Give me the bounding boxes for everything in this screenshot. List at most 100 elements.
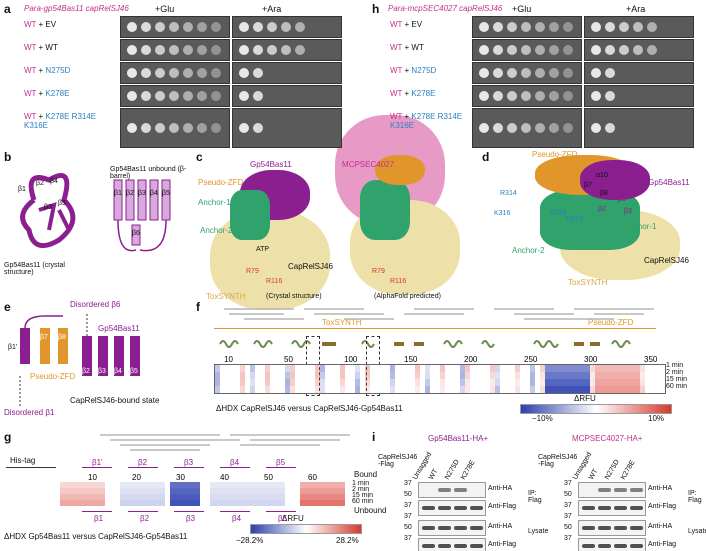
g-heat-cell: [285, 488, 290, 494]
f-heat-cell: [220, 372, 225, 379]
panel_h-colony-spot: [479, 45, 489, 55]
panel_h-wt: WT: [390, 43, 403, 52]
g-heat-cell: [60, 488, 65, 494]
g-heat-cell: [310, 488, 315, 494]
i-antibody-label: Anti-HA: [648, 523, 673, 530]
panel-a-title: Para-gp54Bas11 capRelSJ46: [24, 4, 129, 13]
panel_h-wt: WT: [390, 112, 403, 121]
g-heat-cell: [320, 500, 325, 506]
f-heat-cell: [585, 372, 590, 379]
g-heat-cell: [70, 500, 75, 506]
g-heat-cell: [195, 488, 200, 494]
f-heat-cell: [610, 372, 615, 379]
i-row-label-right: CapRelSJ46 -Flag: [538, 454, 578, 468]
g-heat-cell: [90, 500, 95, 506]
f-heat-cell: [535, 386, 540, 393]
g-heat-cell: [265, 494, 270, 500]
f-heat-cell: [350, 379, 355, 386]
g-heat-cell: [280, 482, 285, 488]
f-heat-cell: [410, 386, 415, 393]
g-heat-cell: [215, 482, 220, 488]
f-heat-cell: [400, 386, 405, 393]
panel_h-colony-spot: [507, 45, 517, 55]
panel_a-colony-spot: [155, 22, 165, 32]
b-strand-4: β4: [50, 178, 58, 185]
f-heat-cell: [335, 365, 340, 372]
g-heat-cell: [105, 488, 110, 494]
f-heat-cell: [490, 372, 495, 379]
g-heat-cell: [70, 488, 75, 494]
f-heat-cell: [280, 379, 285, 386]
f-heat-cell: [375, 386, 380, 393]
f-heat-cell: [275, 386, 280, 393]
g-heat-cell: [245, 488, 250, 494]
panel_a-plus: +: [36, 112, 46, 121]
g-heat-cell: [310, 482, 315, 488]
f-heat-cell: [575, 386, 580, 393]
g-heat-cell: [250, 494, 255, 500]
f-heat-cell: [655, 372, 660, 379]
f-heat-cell: [235, 379, 240, 386]
panel-label-e: e: [4, 300, 11, 314]
g-heat-cell: [220, 482, 225, 488]
g-heat-cell: [125, 482, 130, 488]
panel_a-colony-spot: [155, 45, 165, 55]
f-heat-cell: [340, 372, 345, 379]
f-heat-cell: [475, 365, 480, 372]
f-secondary-structure: [214, 337, 664, 351]
f-heat-cell: [600, 379, 605, 386]
panel_a-colony-spot: [141, 91, 151, 101]
panel-h-ara: +Ara: [626, 4, 646, 14]
g-top-strand: β2: [138, 458, 148, 467]
d-beta7: β7: [584, 182, 592, 189]
g-heat-cell: [205, 494, 210, 500]
f-heat-cell: [340, 379, 345, 386]
f-heat-cell: [435, 372, 440, 379]
f-heat-cell: [545, 379, 550, 386]
g-heat-cell: [110, 488, 115, 494]
g-heat-cell: [190, 494, 195, 500]
i-blot-strip: [418, 520, 486, 536]
g-heat-cell: [345, 500, 350, 506]
panel-e-topology: [19, 312, 140, 406]
f-heat-cell: [600, 365, 605, 372]
f-heat-cell: [650, 365, 655, 372]
i-band: [582, 544, 595, 548]
f-heat-cell: [505, 372, 510, 379]
g-heat-cell: [170, 500, 175, 506]
panel_h-row-label-0: WT + EV: [390, 20, 472, 29]
panel_a-colony-spot: [253, 123, 263, 133]
g-scale-max: 28.2%: [336, 536, 359, 545]
g-heat-cell: [190, 500, 195, 506]
f-heat-cell: [635, 372, 640, 379]
g-heat-cell: [240, 500, 245, 506]
f-heat-cell: [275, 379, 280, 386]
f-heat-cell: [455, 379, 460, 386]
g-heat-cell: [115, 494, 120, 500]
f-heat-cell: [335, 379, 340, 386]
g-heat-cell: [290, 488, 295, 494]
g-heat-cell: [80, 488, 85, 494]
f-time-labels: 1 min 2 min 15 min 60 min: [666, 362, 687, 390]
i-band: [614, 544, 627, 548]
f-heat-cell: [265, 379, 270, 386]
f-heat-cell: [425, 372, 430, 379]
f-heat-cell: [550, 386, 555, 393]
g-heat-cell: [345, 482, 350, 488]
f-heat-cell: [525, 372, 530, 379]
panel_h-colony-spot: [535, 45, 545, 55]
f-heat-cell: [420, 372, 425, 379]
g-heat-cell: [60, 482, 65, 488]
g-bottom-strand-arrow: [174, 511, 204, 512]
panel_h-construct: K278E: [411, 89, 436, 98]
d-gp54-label: Gp54Bas11: [648, 178, 690, 187]
f-heat-cell: [290, 372, 295, 379]
f-heat-cell: [590, 365, 595, 372]
i-lane-label: WT: [587, 468, 600, 481]
f-heat-cell: [335, 386, 340, 393]
panel_h-plate: [584, 16, 694, 38]
f-heat-cell: [650, 379, 655, 386]
g-heat-cell: [225, 488, 230, 494]
f-heat-cell: [580, 386, 585, 393]
g-heat-cell: [270, 494, 275, 500]
